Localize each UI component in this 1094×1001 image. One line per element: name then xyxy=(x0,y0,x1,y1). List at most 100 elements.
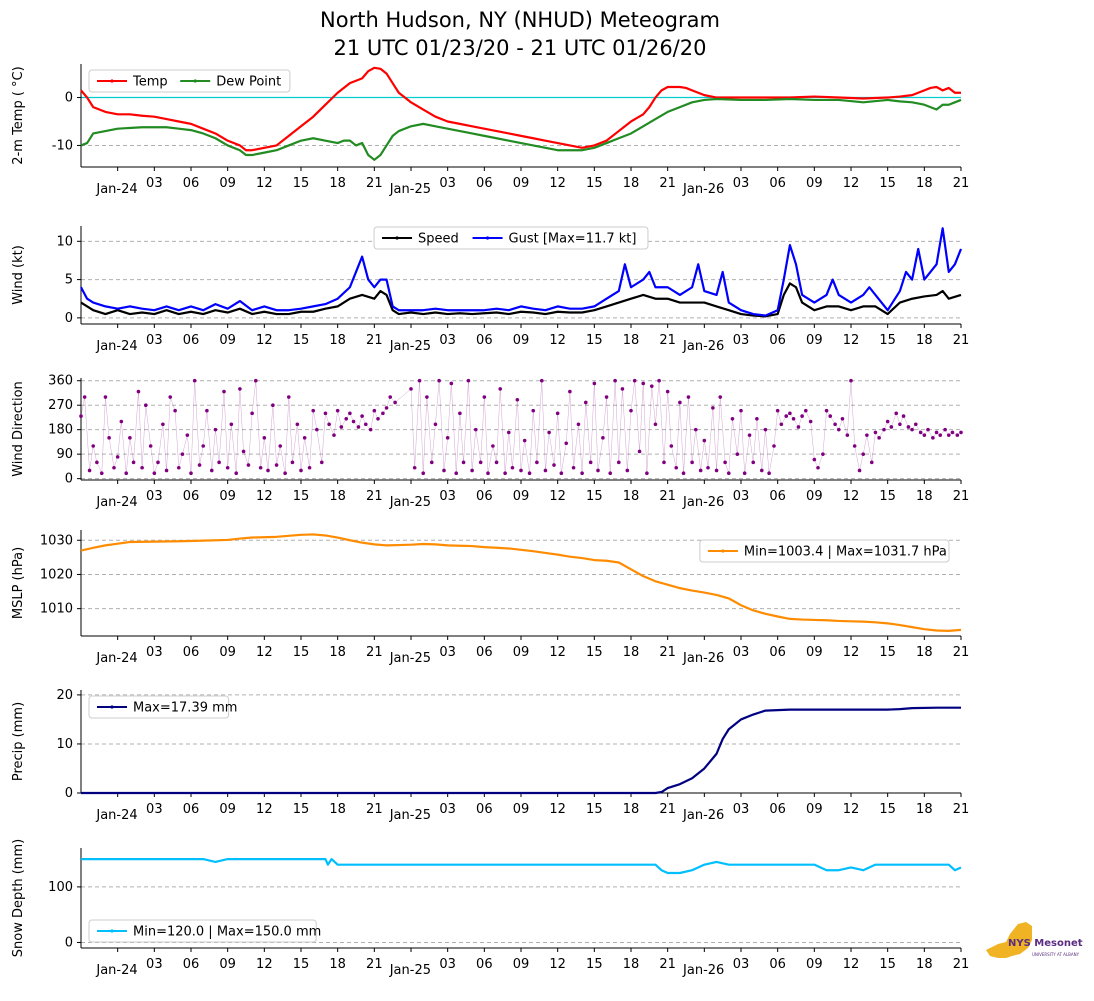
direction-point xyxy=(571,465,576,470)
direction-point xyxy=(596,468,600,473)
x-tick-label: 03 xyxy=(146,802,163,817)
direction-point xyxy=(393,400,397,405)
direction-point xyxy=(437,378,441,383)
x-tick-date-label: Jan-26 xyxy=(682,808,724,823)
direction-point xyxy=(307,465,312,470)
x-tick-label: 06 xyxy=(769,802,786,817)
x-tick-date-label: Jan-26 xyxy=(682,495,724,510)
direction-point xyxy=(735,452,740,456)
direction-point xyxy=(723,460,727,465)
legend-marker xyxy=(485,236,490,240)
x-tick-label: 03 xyxy=(439,489,456,504)
direction-point xyxy=(327,422,331,427)
legend: Temp Dew Point xyxy=(88,69,291,93)
direction-point xyxy=(906,425,911,429)
panel-temp: 0 -10 Jan-24 03 06 09 12 15 18 21 Jan-25 03 06 09 12 15… xyxy=(11,64,969,197)
legend-marker xyxy=(110,705,114,709)
x-tick-label: 15 xyxy=(293,176,310,191)
direction-point xyxy=(555,411,560,416)
x-tick-label: 09 xyxy=(806,802,823,817)
direction-point xyxy=(506,430,511,435)
direction-point xyxy=(473,427,478,432)
direction-point xyxy=(115,455,120,459)
y-axis-label: MSLP (hPa) xyxy=(11,547,26,619)
x-tick-label: 18 xyxy=(623,957,640,972)
direction-point xyxy=(87,468,92,473)
series-line-wind-0 xyxy=(80,282,962,318)
direction-point xyxy=(323,411,328,416)
chart-title: North Hudson, NY (NHUD) Meteogram 21 UTC… xyxy=(0,6,1040,62)
direction-point xyxy=(197,463,202,467)
logo-text: NYS Mesonet xyxy=(1008,938,1083,949)
direction-point xyxy=(772,444,776,448)
direction-point xyxy=(344,417,349,421)
direction-point xyxy=(714,468,719,473)
x-tick-label: 18 xyxy=(329,957,346,972)
direction-point xyxy=(959,430,963,435)
x-tick-date-label: Jan-25 xyxy=(389,495,431,510)
x-tick-label: 06 xyxy=(183,489,200,504)
direction-point xyxy=(559,471,564,476)
x-tick-label: 15 xyxy=(879,645,896,660)
direction-point xyxy=(852,444,857,448)
direction-point xyxy=(266,468,270,473)
x-tick-date-label: Jan-25 xyxy=(389,182,431,197)
x-tick-label: 21 xyxy=(953,957,970,972)
y-tick-label: 0 xyxy=(65,472,73,487)
direction-point xyxy=(926,427,930,432)
direction-point xyxy=(192,378,197,383)
y-tick-label: 1010 xyxy=(40,602,73,617)
legend-marker xyxy=(110,79,114,83)
direction-point xyxy=(107,436,111,440)
direction-point xyxy=(730,417,735,421)
direction-point xyxy=(861,452,866,456)
direction-point xyxy=(234,471,239,476)
direction-point xyxy=(445,436,450,440)
direction-point xyxy=(384,406,389,410)
ny-state-shape xyxy=(986,922,1032,958)
y-axis-label: Wind Direction xyxy=(11,381,26,477)
direction-point xyxy=(503,471,507,476)
direction-point xyxy=(522,438,527,443)
x-tick-label: 21 xyxy=(659,176,676,191)
logo-graphic: NYS Mesonet UNIVERSITY AT ALBANY xyxy=(986,922,1083,958)
direction-point xyxy=(726,471,731,476)
nys-mesonet-logo: NYS Mesonet UNIVERSITY AT ALBANY xyxy=(984,920,1084,970)
direction-point xyxy=(649,384,654,388)
direction-point xyxy=(173,408,177,413)
legend-box xyxy=(88,919,317,943)
legend-marker xyxy=(395,236,399,240)
direction-point xyxy=(250,411,254,416)
x-tick-label: 12 xyxy=(256,802,273,817)
direction-point xyxy=(922,433,927,437)
direction-point xyxy=(271,403,275,408)
y-tick-label: 0 xyxy=(65,786,73,801)
direction-point xyxy=(335,408,340,413)
series-line-temp-0 xyxy=(80,66,961,152)
x-tick-label: 21 xyxy=(659,489,676,504)
x-tick-date-label: Jan-26 xyxy=(682,182,724,197)
direction-point xyxy=(449,381,454,386)
series-line-mslp-0 xyxy=(80,533,962,632)
direction-point xyxy=(128,436,132,440)
x-tick-label: 15 xyxy=(879,957,896,972)
legend-label: Min=1003.4 | Max=1031.7 hPa xyxy=(744,545,947,560)
direction-point xyxy=(152,471,157,476)
direction-point xyxy=(356,425,361,429)
x-tick-label: 06 xyxy=(476,489,493,504)
direction-point xyxy=(836,427,841,432)
direction-point xyxy=(246,463,251,467)
direction-point xyxy=(262,436,267,440)
y-tick-label: 0 xyxy=(65,91,73,106)
direction-point xyxy=(222,389,226,394)
x-tick-label: 06 xyxy=(183,333,200,348)
direction-point xyxy=(421,471,426,476)
direction-point xyxy=(568,389,572,394)
x-tick-label: 12 xyxy=(843,333,860,348)
direction-point xyxy=(873,430,878,435)
x-tick-label: 06 xyxy=(769,645,786,660)
x-tick-label: 12 xyxy=(843,176,860,191)
direction-point xyxy=(458,411,462,416)
direction-point xyxy=(632,378,637,383)
